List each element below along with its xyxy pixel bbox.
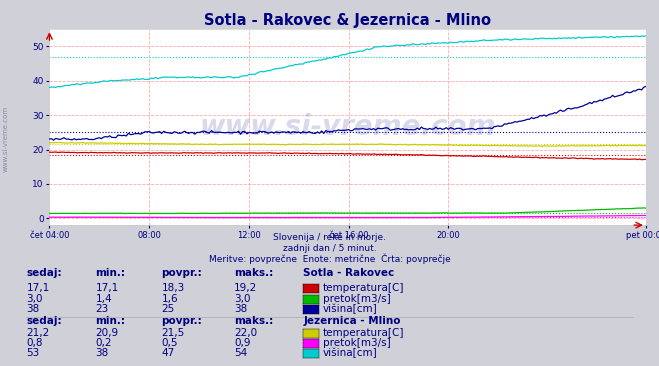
Text: zadnji dan / 5 minut.: zadnji dan / 5 minut. bbox=[283, 244, 376, 253]
Text: 25: 25 bbox=[161, 304, 175, 314]
Text: 1,6: 1,6 bbox=[161, 294, 178, 304]
Text: 53: 53 bbox=[26, 348, 40, 358]
Text: 17,1: 17,1 bbox=[96, 283, 119, 293]
Title: Sotla - Rakovec & Jezernica - Mlino: Sotla - Rakovec & Jezernica - Mlino bbox=[204, 13, 491, 28]
Text: 54: 54 bbox=[234, 348, 247, 358]
Text: 3,0: 3,0 bbox=[234, 294, 250, 304]
Text: 0,9: 0,9 bbox=[234, 338, 250, 348]
Text: sedaj:: sedaj: bbox=[26, 316, 62, 326]
Text: 22,0: 22,0 bbox=[234, 328, 257, 338]
Text: 0,5: 0,5 bbox=[161, 338, 178, 348]
Text: 38: 38 bbox=[234, 304, 247, 314]
Text: 3,0: 3,0 bbox=[26, 294, 43, 304]
Text: višina[cm]: višina[cm] bbox=[323, 347, 378, 358]
Text: 21,2: 21,2 bbox=[26, 328, 49, 338]
Text: maks.:: maks.: bbox=[234, 316, 273, 326]
Text: 23: 23 bbox=[96, 304, 109, 314]
Text: 19,2: 19,2 bbox=[234, 283, 257, 293]
Text: 21,5: 21,5 bbox=[161, 328, 185, 338]
Text: povpr.:: povpr.: bbox=[161, 268, 202, 278]
Text: povpr.:: povpr.: bbox=[161, 316, 202, 326]
Text: 1,4: 1,4 bbox=[96, 294, 112, 304]
Text: temperatura[C]: temperatura[C] bbox=[323, 283, 405, 293]
Text: 38: 38 bbox=[26, 304, 40, 314]
Text: temperatura[C]: temperatura[C] bbox=[323, 328, 405, 338]
Text: maks.:: maks.: bbox=[234, 268, 273, 278]
Text: 17,1: 17,1 bbox=[26, 283, 49, 293]
Text: 20,9: 20,9 bbox=[96, 328, 119, 338]
Text: višina[cm]: višina[cm] bbox=[323, 303, 378, 314]
Text: Slovenija / reke in morje.: Slovenija / reke in morje. bbox=[273, 233, 386, 242]
Text: 18,3: 18,3 bbox=[161, 283, 185, 293]
Text: Sotla - Rakovec: Sotla - Rakovec bbox=[303, 268, 394, 278]
Text: www.si-vreme.com: www.si-vreme.com bbox=[200, 113, 496, 141]
Text: 0,8: 0,8 bbox=[26, 338, 43, 348]
Text: 38: 38 bbox=[96, 348, 109, 358]
Text: min.:: min.: bbox=[96, 268, 126, 278]
Text: Meritve: povprečne  Enote: metrične  Črta: povprečje: Meritve: povprečne Enote: metrične Črta:… bbox=[209, 253, 450, 264]
Text: www.si-vreme.com: www.si-vreme.com bbox=[2, 106, 9, 172]
Text: pretok[m3/s]: pretok[m3/s] bbox=[323, 338, 391, 348]
Text: Jezernica - Mlino: Jezernica - Mlino bbox=[303, 316, 401, 326]
Text: 47: 47 bbox=[161, 348, 175, 358]
Text: 0,2: 0,2 bbox=[96, 338, 112, 348]
Text: pretok[m3/s]: pretok[m3/s] bbox=[323, 294, 391, 304]
Text: min.:: min.: bbox=[96, 316, 126, 326]
Text: sedaj:: sedaj: bbox=[26, 268, 62, 278]
